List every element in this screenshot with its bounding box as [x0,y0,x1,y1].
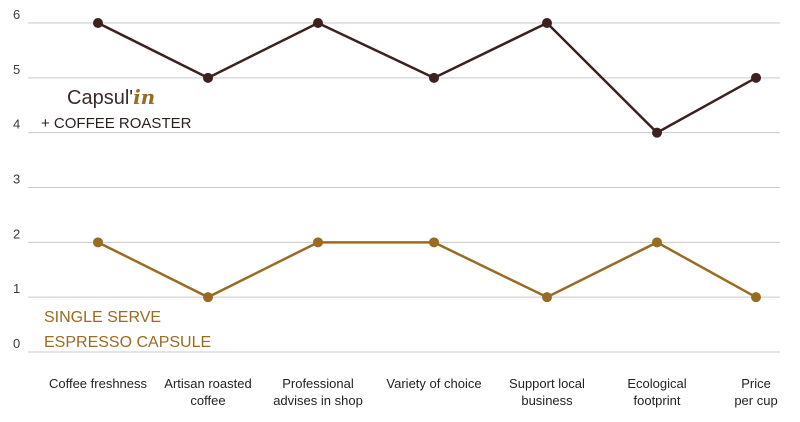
x-tick-label: per cup [734,393,777,408]
data-point-1 [429,237,439,248]
x-tick-label: Support local [509,376,585,391]
data-point-1 [652,237,662,248]
data-point-1 [313,237,323,248]
y-tick-label: 1 [13,281,20,296]
x-tick-label: Variety of choice [386,376,481,391]
x-tick-label: Coffee freshness [49,376,148,391]
legend-capsulin: Capsul'in + COFFEE ROASTER [41,85,192,132]
data-point-0 [313,18,323,28]
data-point-0 [652,127,662,138]
series-lines [97,21,757,299]
data-point-0 [429,72,439,83]
legend-capsule-line2: ESPRESSO CAPSULE [44,334,211,351]
y-axis-ticks: 0 1 2 3 4 5 6 [13,7,20,351]
x-tick-label: Artisan roasted [164,376,251,391]
x-tick-label: coffee [190,393,225,408]
legend-capsulin-in: in [133,85,155,109]
y-tick-label: 5 [13,62,20,77]
data-point-1 [203,292,213,303]
svg-text:Capsul'in: Capsul'in [67,85,155,109]
legend-capsulin-brand: Capsul' [67,87,133,109]
series-points [93,18,761,303]
gridlines [28,22,780,353]
y-tick-label: 2 [13,226,20,241]
data-point-1 [93,237,103,248]
data-point-1 [542,292,552,303]
x-tick-label: Professional [282,376,354,391]
y-tick-label: 4 [13,117,20,132]
x-tick-label: footprint [634,393,681,408]
legend-capsulin-sub: + COFFEE ROASTER [41,115,192,132]
y-tick-label: 3 [13,172,20,187]
data-point-0 [203,72,213,83]
legend-capsule: SINGLE SERVE ESPRESSO CAPSULE [44,309,211,351]
x-tick-label: Ecological [627,376,686,391]
x-tick-label: advises in shop [273,393,363,408]
series-line-1 [97,240,757,299]
x-axis-categories: Coffee freshness Artisan roasted coffee Pro… [49,376,778,408]
data-point-0 [542,18,552,28]
legend-capsule-line1: SINGLE SERVE [44,309,161,326]
y-tick-label: 6 [13,7,20,22]
data-point-1 [751,292,761,303]
y-tick-label: 0 [13,336,20,351]
data-point-0 [751,72,761,83]
data-point-0 [93,18,103,28]
x-tick-label: business [521,393,573,408]
x-tick-label: Price [741,376,771,391]
